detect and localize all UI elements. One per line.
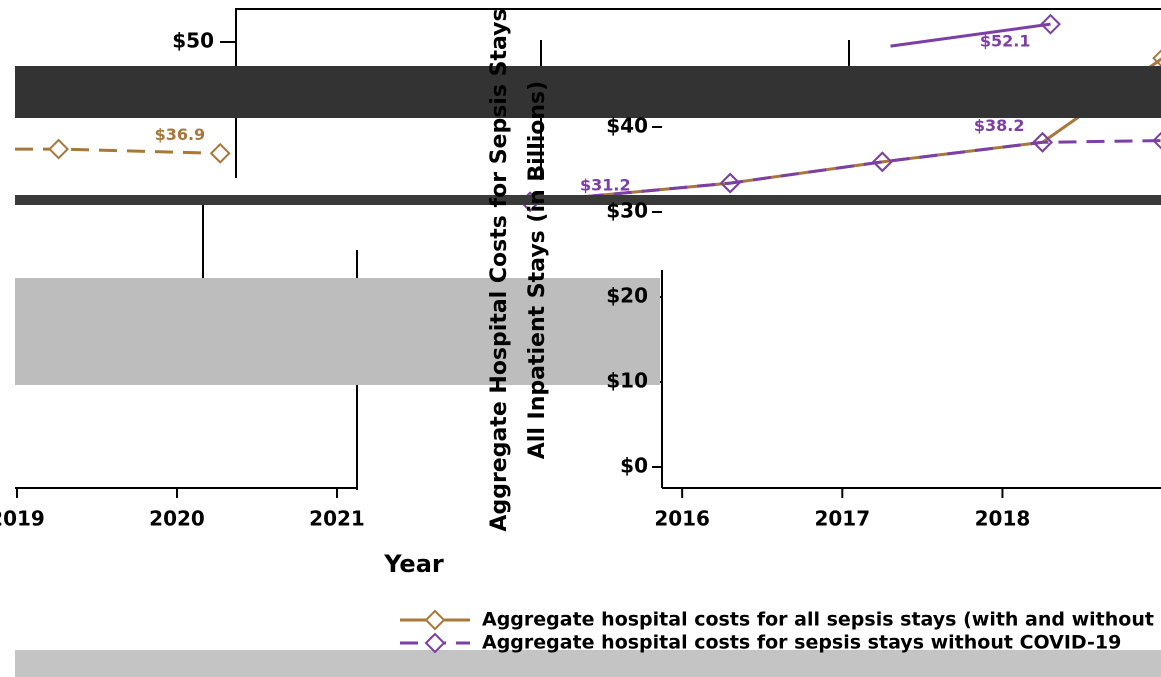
marker <box>48 138 70 160</box>
frame-edge <box>235 8 1161 10</box>
legend-marker <box>424 632 446 654</box>
glitch-band <box>15 650 1161 677</box>
y-tick-label: $50 <box>172 29 214 53</box>
data-label: $38.2 <box>974 116 1025 135</box>
data-label: $31.2 <box>580 175 631 194</box>
marker <box>1040 13 1061 35</box>
x-tick-label: 2016 <box>654 507 710 531</box>
frame-edge <box>202 195 204 280</box>
x-tick-label: 2019 <box>0 507 45 531</box>
x-tick-label: 2020 <box>149 507 205 531</box>
y-axis-title: All Inpatient Stays (in Billions) <box>525 81 550 459</box>
x-tick-label: 2021 <box>309 507 365 531</box>
glitch-bar <box>15 66 1161 118</box>
y-tick-label: $30 <box>606 199 648 223</box>
legend-marker <box>424 609 446 631</box>
legend-label: Aggregate hospital costs for sepsis stay… <box>482 632 1121 654</box>
marker <box>209 142 231 164</box>
frame-edge <box>848 40 850 70</box>
legend-label: Aggregate hospital costs for all sepsis … <box>482 609 1161 631</box>
overlay: $0 $10 $20 $30 $40 2016 2017 2018 Year Aggregate … <box>0 8 1161 653</box>
marker <box>871 151 893 173</box>
data-label: $52.1 <box>980 32 1031 51</box>
marker <box>1152 49 1161 67</box>
y-tick-label: $10 <box>606 369 648 393</box>
y-tick-label: $0 <box>620 454 648 478</box>
x-tick-label: 2017 <box>814 507 870 531</box>
top-line <box>890 22 1051 48</box>
y-axis-title: Aggregate Hospital Costs for Sepsis Stay… <box>487 8 512 531</box>
marker <box>1152 131 1161 150</box>
y-tick-label: $40 <box>606 114 648 138</box>
x-tick-label: 2018 <box>975 507 1031 531</box>
marker <box>719 172 741 194</box>
series-line <box>15 147 221 155</box>
y-tick-label: $20 <box>606 284 648 308</box>
glitch-band <box>15 278 660 385</box>
x-axis-title: Year <box>383 550 444 578</box>
glitch-bar <box>15 195 1161 205</box>
marker <box>1032 131 1053 153</box>
data-label: $36.9 <box>155 125 206 144</box>
